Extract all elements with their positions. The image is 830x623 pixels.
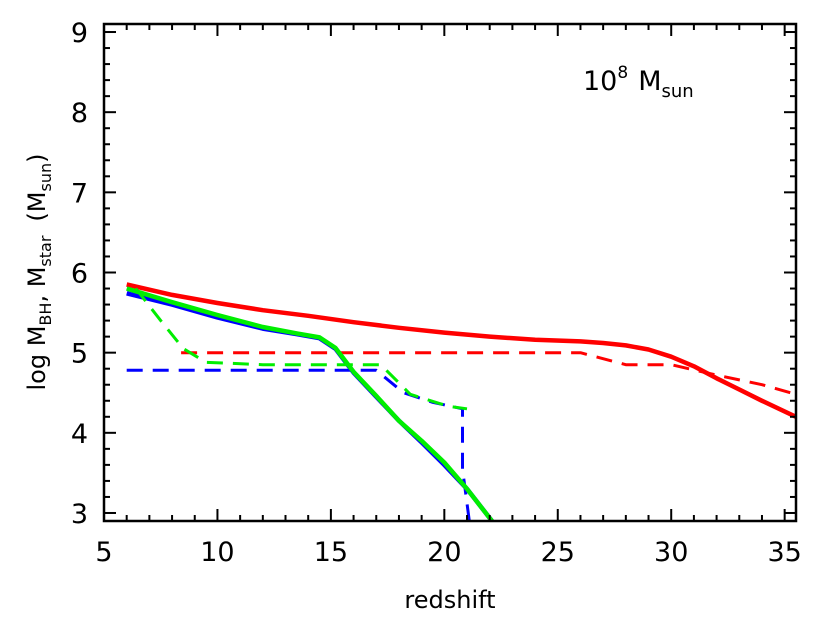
x-tick-label: 30	[654, 537, 688, 568]
y-tick-label: 6	[71, 259, 88, 290]
x-tick-label: 20	[427, 537, 461, 568]
y-tick-label: 4	[71, 419, 88, 450]
x-axis-label: redshift	[404, 586, 495, 614]
x-tick-label: 15	[314, 537, 348, 568]
x-tick-label: 35	[767, 537, 801, 568]
x-tick-label: 5	[95, 537, 112, 568]
plot-lines	[126, 282, 796, 521]
series-line-4	[126, 368, 471, 521]
series-line-2	[181, 351, 796, 396]
y-tick-label: 8	[71, 98, 88, 129]
axis-ticks	[103, 24, 796, 521]
x-tick-label: 25	[541, 537, 575, 568]
mass-annotation: 108 Msun	[583, 63, 694, 102]
series-line-6	[134, 287, 468, 411]
x-tick-label: 10	[200, 537, 234, 568]
series-line-3	[126, 291, 494, 521]
tick-labels: 5 10 15 20 25 30 35 3 4 5 6 7 8 9	[71, 18, 802, 568]
series-line-5	[126, 286, 494, 521]
y-tick-label: 9	[71, 18, 88, 49]
y-axis-label: log MBH, Mstar(Msun)	[23, 154, 55, 391]
y-tick-label: 7	[71, 178, 88, 209]
series-line-1	[126, 282, 796, 419]
y-tick-label: 5	[71, 339, 88, 370]
y-tick-label: 3	[71, 499, 88, 530]
